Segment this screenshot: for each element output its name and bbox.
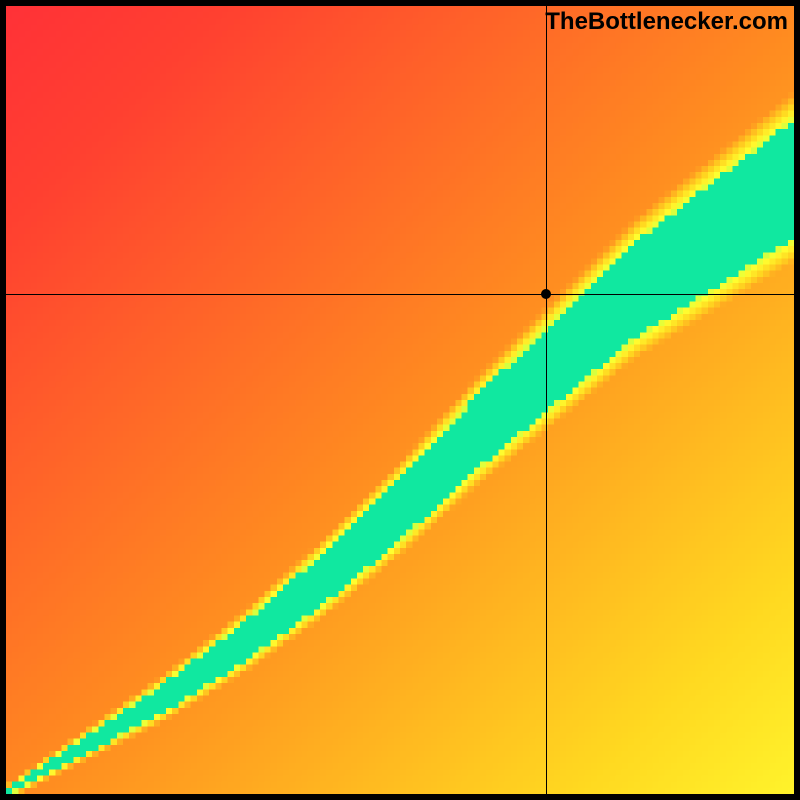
watermark-text: TheBottlenecker.com [545, 8, 788, 36]
crosshair-vertical [546, 6, 547, 794]
crosshair-horizontal [6, 294, 794, 295]
marker-dot [541, 289, 551, 299]
heatmap-canvas [6, 6, 794, 794]
heatmap-plot-area [6, 6, 794, 794]
